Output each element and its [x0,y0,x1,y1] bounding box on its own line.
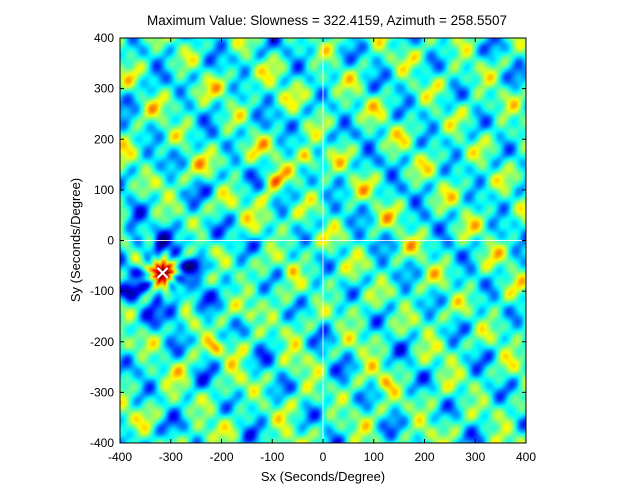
y-tick-label: -100 [90,284,114,298]
maximum-marker [156,267,169,279]
y-tick-label: 300 [94,82,114,96]
x-tick-label: -400 [108,450,132,464]
chart-title: Maximum Value: Slowness = 322.4159, Azim… [147,13,507,28]
y-tick-label: -300 [90,385,114,399]
plot-area [119,37,527,444]
maximum-marker-stroke [156,267,169,279]
y-tick-label: -200 [90,335,114,349]
y-axis-ticks: -400 -300 -200 -100 0 100 200 300 400 [90,31,526,450]
x-axis-ticks: -400 -300 -200 -100 0 100 200 300 400 [108,38,536,464]
y-tick-label: 100 [94,183,114,197]
y-tick-label: 200 [94,132,114,146]
x-axis-label: Sx (Seconds/Degree) [261,469,385,484]
x-tick-label: -300 [159,450,183,464]
x-tick-label: 100 [364,450,384,464]
y-tick-label: 0 [107,234,114,248]
x-tick-label: -200 [209,450,233,464]
x-tick-label: 200 [414,450,434,464]
y-tick-label: 400 [94,31,114,45]
x-tick-label: -100 [260,450,284,464]
x-tick-label: 400 [516,450,536,464]
x-tick-label: 300 [465,450,485,464]
x-tick-label: 0 [320,450,327,464]
y-tick-label: -400 [90,436,114,450]
y-axis-label: Sy (Seconds/Degree) [68,178,83,302]
